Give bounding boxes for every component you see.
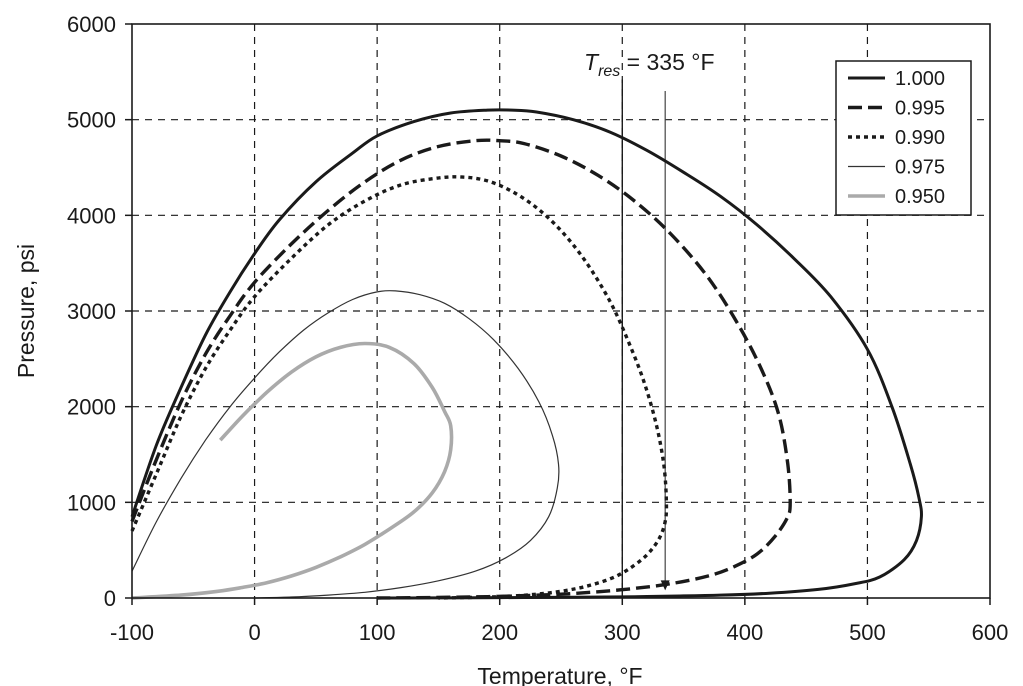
axes [125, 23, 991, 605]
y-tick-label: 2000 [67, 395, 116, 420]
x-tick-label: 100 [359, 620, 396, 645]
x-tick-label: 400 [726, 620, 763, 645]
y-tick-label: 0 [104, 586, 116, 611]
series-group [130, 108, 923, 600]
annotation-label-sub: res [598, 63, 620, 80]
series-line-0-990 [130, 175, 669, 600]
legend-label-0-975: 0.975 [895, 157, 945, 179]
x-tick-label: 300 [604, 620, 641, 645]
series-line-1-000 [130, 108, 923, 600]
y-axis-title: Pressure, psi [13, 244, 39, 378]
annotation-label-main: T [584, 49, 600, 75]
legend-label-0-950: 0.950 [895, 186, 945, 208]
x-axis-title: Temperature, °F [477, 663, 642, 686]
x-tick-label: 0 [248, 620, 260, 645]
x-tick-label: 500 [849, 620, 886, 645]
legend-label-0-990: 0.990 [895, 127, 945, 149]
y-tick-label: 3000 [67, 299, 116, 324]
x-tick-label: 200 [481, 620, 518, 645]
y-tick-label: 4000 [67, 203, 116, 228]
annotation-label: Tres = 335 °F [584, 49, 715, 80]
series-line-0-995 [130, 138, 792, 600]
series-line-0-950 [131, 341, 454, 600]
annotation-label-rest: = 335 °F [620, 49, 714, 75]
x-tick-label: 600 [972, 620, 1009, 645]
y-tick-label: 1000 [67, 490, 116, 515]
tick-labels: -100 0 100 200 300 400 500 60001000200030004000… [67, 12, 1008, 645]
series-line-0-975 [131, 290, 560, 599]
y-tick-label: 6000 [67, 12, 116, 37]
legend-label-1-000: 1.000 [895, 68, 945, 90]
x-tick-label: -100 [110, 620, 154, 645]
y-tick-label: 5000 [67, 108, 116, 133]
legend: 1.000 0.995 0.990 0.975 0.950 [835, 60, 972, 216]
legend-label-0-995: 0.995 [895, 98, 945, 120]
